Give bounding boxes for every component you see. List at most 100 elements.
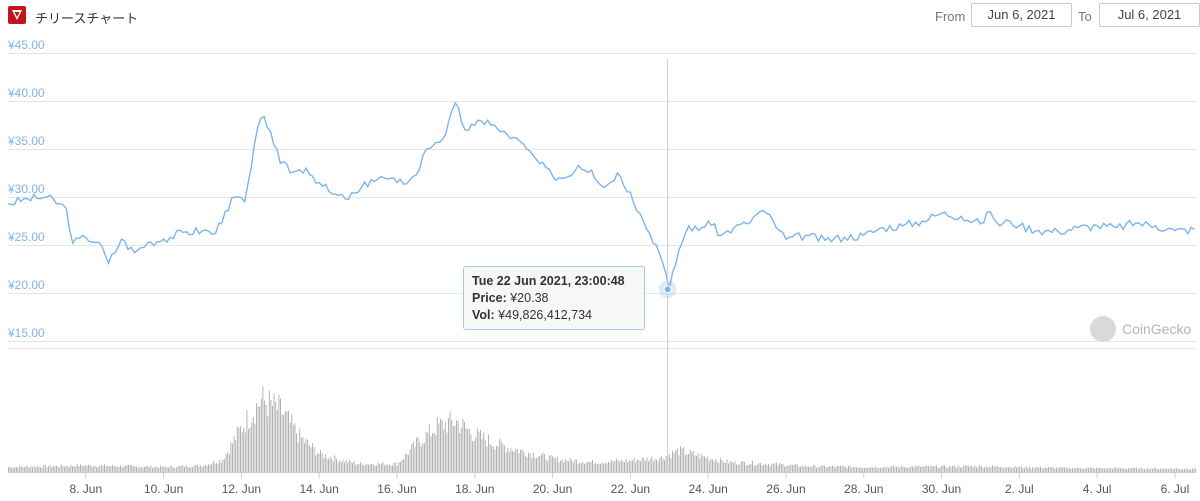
- volume-bar: [521, 449, 523, 472]
- volume-bar: [548, 455, 550, 472]
- volume-bar: [440, 418, 441, 472]
- volume-bar: [388, 464, 390, 472]
- volume-bar: [1097, 468, 1099, 472]
- volume-bar: [163, 466, 165, 472]
- volume-bar: [259, 406, 261, 472]
- volume-bar: [505, 452, 507, 472]
- volume-bar: [777, 465, 779, 472]
- volume-bar: [1028, 466, 1030, 472]
- volume-bar: [718, 463, 720, 472]
- tooltip-price-label: Price:: [472, 291, 507, 305]
- volume-bar: [97, 467, 99, 472]
- volume-bar: [1046, 467, 1048, 472]
- volume-bar: [270, 399, 272, 472]
- volume-bar: [601, 462, 603, 472]
- volume-bar: [281, 414, 283, 472]
- volume-bar: [121, 467, 123, 472]
- volume-bar: [596, 464, 598, 472]
- volume-bar: [83, 466, 85, 472]
- volume-bar: [624, 462, 625, 472]
- volume-bar: [65, 465, 67, 472]
- volume-bar: [396, 465, 398, 472]
- volume-bar: [793, 464, 795, 472]
- volume-bar: [243, 427, 245, 472]
- volume-bar: [348, 459, 350, 472]
- volume-bar: [518, 453, 520, 472]
- volume-bar: [220, 462, 222, 472]
- volume-bar: [979, 465, 981, 472]
- volume-bar: [558, 462, 560, 472]
- volume-bar: [760, 463, 761, 472]
- volume-bar: [1001, 467, 1003, 472]
- volume-bar: [1182, 468, 1184, 472]
- volume-bar: [860, 467, 862, 472]
- volume-bar: [872, 467, 873, 472]
- volume-bar: [1115, 467, 1117, 472]
- volume-bar: [46, 467, 48, 472]
- volume-bar: [665, 456, 667, 472]
- highlighted-point[interactable]: [663, 285, 672, 294]
- volume-bar: [280, 398, 281, 472]
- volume-bar: [1155, 468, 1157, 472]
- volume-bar: [68, 466, 70, 472]
- volume-bar: [1195, 468, 1197, 472]
- volume-bar: [673, 453, 675, 472]
- chiliz-logo-icon: [8, 6, 26, 24]
- volume-bar: [217, 463, 219, 472]
- volume-bar: [14, 467, 16, 472]
- volume-bar: [283, 414, 285, 472]
- volume-bar: [249, 427, 251, 472]
- volume-bar: [404, 453, 406, 472]
- volume-bar: [958, 465, 960, 472]
- to-date-input[interactable]: Jul 6, 2021: [1099, 3, 1200, 27]
- volume-bar: [353, 461, 355, 472]
- volume-bar: [22, 467, 24, 472]
- volume-bar: [1065, 467, 1067, 472]
- volume-bar: [358, 464, 360, 472]
- x-tick-label: 30. Jun: [922, 482, 961, 496]
- volume-bar: [1075, 468, 1077, 472]
- volume-bar: [568, 461, 569, 472]
- volume-bar: [752, 460, 753, 472]
- volume-bar: [225, 453, 227, 472]
- volume-bar: [692, 450, 694, 472]
- volume-bar: [636, 459, 638, 472]
- tooltip-price-value: ¥20.38: [510, 291, 549, 305]
- volume-bar: [438, 423, 440, 472]
- volume-bar: [289, 422, 291, 472]
- volume-bar: [400, 461, 401, 472]
- x-tick-label: 18. Jun: [455, 482, 494, 496]
- volume-bar: [985, 466, 987, 472]
- volume-bar: [1193, 467, 1195, 472]
- volume-bar: [928, 466, 929, 472]
- volume-bar: [744, 462, 745, 472]
- volume-bar: [633, 458, 635, 472]
- volume-bar: [555, 458, 557, 472]
- volume-bar: [942, 465, 944, 472]
- volume-bar: [81, 465, 83, 472]
- from-date-input[interactable]: Jun 6, 2021: [971, 3, 1072, 27]
- volume-bar: [241, 431, 243, 472]
- volume-bar: [460, 427, 462, 472]
- volume-bar: [124, 465, 126, 472]
- volume-bar: [846, 468, 848, 472]
- tooltip-price-row: Price: ¥20.38: [472, 290, 636, 307]
- chart-title: チリースチャート: [35, 11, 139, 26]
- volume-bar: [699, 458, 701, 472]
- volume-bar: [539, 456, 541, 472]
- volume-bar: [688, 454, 689, 472]
- volume-bar: [532, 452, 534, 472]
- volume-bar: [257, 406, 259, 472]
- volume-bar: [1092, 467, 1094, 472]
- volume-bar: [625, 459, 627, 472]
- volume-bar: [865, 467, 867, 472]
- volume-bar: [912, 466, 913, 472]
- volume-bar: [515, 449, 517, 472]
- volume-bar: [932, 465, 934, 472]
- volume-bar: [308, 445, 310, 472]
- volume-bar: [206, 465, 208, 472]
- volume-bar: [801, 465, 803, 472]
- volume-bar: [76, 464, 78, 472]
- volume-bar: [1040, 466, 1041, 472]
